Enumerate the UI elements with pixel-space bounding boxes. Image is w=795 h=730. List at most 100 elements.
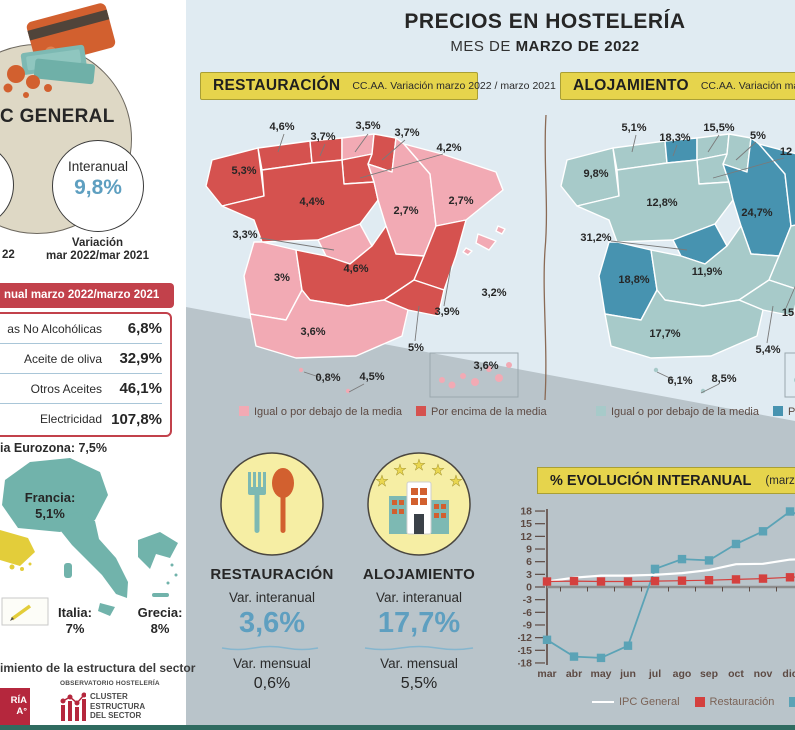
footer-note: imiento de la estructura del sector: [0, 661, 196, 675]
region-value-navarra: 5%: [750, 130, 766, 142]
region-canarias: [448, 381, 456, 389]
region-cataluna: [403, 143, 504, 227]
region-value-cantabria: 3,7%: [310, 131, 336, 143]
greece-value: 8%: [150, 621, 170, 636]
legend-above-item: Por encima de la media: [416, 406, 547, 418]
region-value-aragon: 24,7%: [741, 207, 773, 219]
kpi-title: ALOJAMIENTO: [362, 566, 476, 583]
label-leader-line: [381, 139, 406, 161]
series-marker-Alojamiento: [731, 539, 741, 549]
cluster-logo-icon: [60, 692, 86, 721]
label-leader-line: [277, 133, 285, 153]
kpi-mensual-value: 0,6%: [253, 675, 291, 692]
region-value-larioja: 12: [779, 146, 793, 158]
x-tick-label: abr: [566, 668, 582, 680]
series-marker-Restauración: [542, 577, 552, 586]
chart-title: % EVOLUCIÓN INTERANUAL: [550, 472, 752, 489]
kpi-mensual-value: 5,5%: [400, 675, 438, 692]
region-value-canarias: 3,6%: [473, 360, 499, 372]
bottom-border: [0, 725, 795, 730]
y-tick-label: 0: [526, 582, 532, 594]
ipc-item-value: 46,1%: [119, 380, 162, 397]
region-value-ceuta: 0,8%: [315, 372, 341, 384]
ipc-line-swatch: [592, 700, 614, 704]
fork-icon: [248, 472, 266, 533]
region-value-galicia: 5,3%: [231, 165, 257, 177]
series-marker-Alojamiento: [677, 554, 687, 564]
y-tick-label: 6: [526, 556, 532, 568]
region-value-asturias: 5,1%: [621, 122, 647, 134]
region-value-extremadura: 18,8%: [618, 274, 650, 286]
region-value-andalucia: 17,7%: [649, 328, 681, 340]
canarias-inset-box: [784, 352, 795, 398]
region-value-valencia: 15: [781, 307, 795, 319]
france-value: 5,1%: [35, 506, 65, 521]
y-tick-label: -15: [518, 645, 532, 657]
cluster-line: CLUSTER: [90, 692, 128, 701]
pencil-icon: [10, 604, 32, 621]
kpi-interanual-label: Var. interanual: [375, 590, 463, 605]
x-tick-label: jul: [648, 668, 661, 680]
italy-name: Italia:: [58, 605, 92, 620]
chart-legend: IPC General Restauración Alojamiento: [592, 696, 795, 708]
x-tick-label: oct: [728, 668, 744, 680]
x-tick-label: jun: [619, 668, 636, 680]
cluster-logo-text: CLUSTER ESTRUCTURA DEL SECTOR: [90, 692, 145, 721]
region-andalucia: [249, 289, 409, 359]
series-marker-Alojamiento: [704, 556, 714, 565]
variation-word: Variación: [71, 237, 124, 249]
legend-below-swatch: [239, 406, 249, 416]
ipc-table-row: Otros Aceites 46,1%: [0, 374, 162, 404]
y-tick-label: 12: [520, 531, 532, 543]
y-tick-label: -9: [523, 619, 532, 631]
banner-restauracion-title: RESTAURACIÓN: [213, 77, 341, 94]
label-leader-line: [259, 237, 335, 251]
kpi-title: RESTAURACIÓN: [210, 566, 334, 583]
ipc-item-value: 32,9%: [119, 350, 162, 367]
series-line-Alojamiento: [546, 510, 795, 659]
kpi-interanual-value: 3,6%: [238, 607, 306, 639]
main-area: PRECIOS EN HOSTELERÍA MES DE MARZO DE 20…: [186, 0, 795, 730]
legend-restauracion-series: Restauración: [694, 696, 775, 708]
y-tick-label: -3: [523, 594, 532, 606]
region-value-paisvasco: 3,5%: [355, 120, 381, 132]
region-value-baleares: 3,2%: [481, 287, 507, 299]
kpi-interanual-label: Var. interanual: [228, 590, 316, 605]
eurozona-note: ia Eurozona: 7,5%: [0, 441, 107, 455]
legend-below-label: Igual o por debajo de la media: [611, 406, 759, 418]
region-ceuta: [298, 367, 304, 373]
region-canarias: [471, 378, 479, 386]
y-tick-label: 15: [520, 518, 532, 530]
spain-shape: [0, 530, 35, 566]
region-andalucia: [604, 289, 764, 359]
y-tick-label: 9: [526, 544, 532, 556]
label-leader-line: [443, 265, 452, 307]
label-leader-line: [766, 305, 774, 344]
region-value-castillayleon: 12,8%: [646, 197, 678, 209]
y-tick-label: 3: [526, 569, 532, 581]
france-shape: [2, 458, 108, 532]
legend-above-item: Por encima de la media: [773, 406, 795, 418]
variation-caption: Variación mar 2022/mar 2021: [25, 237, 170, 263]
x-tick-label: sep: [700, 668, 718, 680]
kpi-restauracion-mensual: Var. mensual 0,6%: [197, 656, 347, 693]
region-value-cataluna: 2,7%: [448, 195, 474, 207]
kpi-alojamiento: ALOJAMIENTO Var. interanual 17,7%: [344, 566, 494, 640]
legend-label: Restauración: [709, 696, 775, 708]
region-value-castillalamancha: 4,6%: [343, 263, 369, 275]
region-value-melilla: 4,5%: [359, 371, 385, 383]
series-marker-Alojamiento: [785, 507, 795, 516]
region-value-madrid: 3,3%: [232, 229, 258, 241]
cluster-line: DEL SECTOR: [90, 711, 142, 720]
series-marker-Alojamiento: [596, 653, 606, 663]
interanual-label: Interanual: [67, 159, 129, 174]
region-value-castillalamancha: 11,9%: [691, 266, 723, 278]
region-value-ceuta: 6,1%: [667, 375, 693, 387]
alojamiento-icon: ★ ★ ★ ★ ★: [367, 452, 471, 556]
x-tick-label: dic: [782, 668, 795, 680]
label-leader-line: [354, 133, 369, 153]
kpi-restauracion: RESTAURACIÓN Var. interanual 3,6%: [197, 566, 347, 640]
greece-name: Grecia:: [137, 605, 183, 620]
region-value-extremadura: 3%: [274, 272, 290, 284]
legend-above-label: Por encima de la media: [431, 406, 547, 418]
